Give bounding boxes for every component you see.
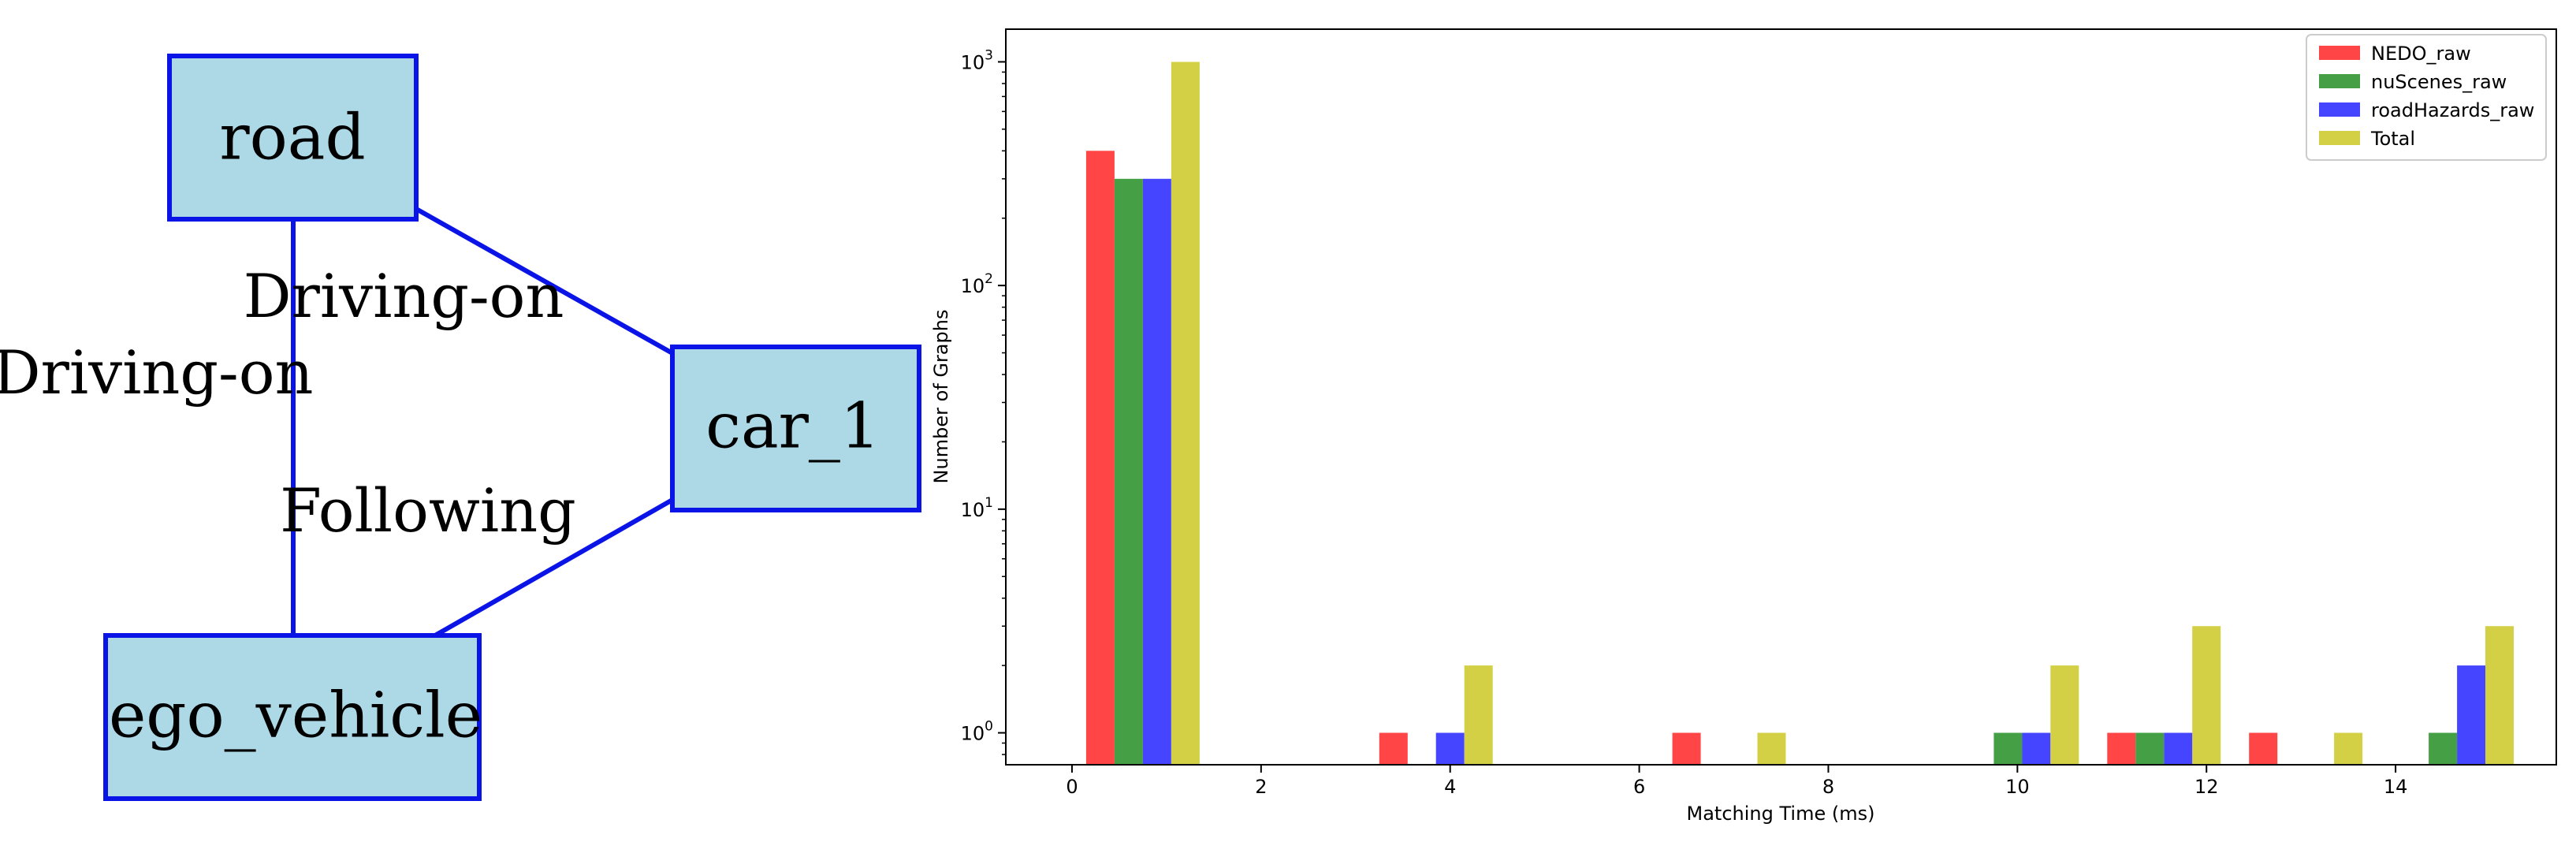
legend-entry-roadhazards_raw: roadHazards_raw bbox=[2319, 99, 2534, 121]
legend-entry-nedo_raw: NEDO_raw bbox=[2319, 43, 2471, 65]
node-ego_vehicle-label: ego_vehicle bbox=[109, 679, 482, 752]
legend-label: NEDO_raw bbox=[2371, 43, 2471, 65]
edge-label-road-car_1: Driving-on bbox=[244, 261, 564, 331]
bar-nuscenes-raw-2 bbox=[2135, 732, 2165, 765]
matching-time-histogram: 100 101 102 103 0 2 4 6 8 10 12 14 Matching Time (… bbox=[930, 28, 2557, 825]
edge-road-car_1 bbox=[415, 207, 674, 356]
node-car_1: car_1 bbox=[670, 345, 921, 512]
bar-nuscenes-raw-3 bbox=[2429, 732, 2458, 765]
x-tick-label: 2 bbox=[1255, 776, 1267, 798]
plot-frame bbox=[1005, 28, 2557, 766]
node-road: road bbox=[167, 54, 419, 222]
y-tick-label: 101 bbox=[961, 495, 993, 521]
bar-roadhazards-raw-4 bbox=[2457, 665, 2486, 765]
bar-total-3 bbox=[2050, 665, 2079, 765]
y-axis-label: Number of Graphs bbox=[930, 310, 952, 484]
legend-label: nuScenes_raw bbox=[2371, 71, 2507, 93]
scene-graph-diagram: road car_1 ego_vehicle Driving-on Drivin… bbox=[0, 54, 921, 801]
x-tick-label: 12 bbox=[2194, 776, 2219, 798]
bar-nedo-raw-4 bbox=[2249, 732, 2278, 765]
bar-total-5 bbox=[2334, 732, 2363, 765]
bar-total-1 bbox=[1464, 665, 1493, 765]
bar-total-2 bbox=[1757, 732, 1786, 765]
edge-label-road-ego_vehicle: Driving-on bbox=[0, 337, 313, 408]
x-tick-label: 14 bbox=[2384, 776, 2408, 798]
y-tick-label: 100 bbox=[961, 719, 993, 745]
bar-total-4 bbox=[2192, 626, 2221, 765]
legend-frame bbox=[2306, 34, 2547, 161]
edge-label-ego_vehicle-car_1: Following bbox=[280, 475, 576, 546]
legend-entry-nuscenes_raw: nuScenes_raw bbox=[2319, 71, 2507, 93]
y-tick-label: 102 bbox=[961, 271, 993, 297]
edge-ego_vehicle-car_1 bbox=[434, 497, 674, 638]
legend-swatch bbox=[2319, 46, 2360, 60]
bar-total-6 bbox=[2485, 626, 2514, 765]
bar-roadhazards-raw-2 bbox=[2022, 732, 2051, 765]
x-tick-label: 8 bbox=[1822, 776, 1834, 798]
bar-nedo-raw-3 bbox=[2107, 732, 2136, 765]
legend-swatch bbox=[2319, 74, 2360, 88]
node-road-label: road bbox=[219, 101, 365, 174]
bar-nuscenes-raw-0 bbox=[1114, 178, 1143, 766]
node-car_1-label: car_1 bbox=[705, 389, 880, 463]
legend-label: roadHazards_raw bbox=[2371, 99, 2534, 121]
y-axis-ticks: 100 101 102 103 bbox=[961, 47, 1006, 755]
chart-legend: NEDO_raw nuScenes_raw roadHazards_raw To… bbox=[2306, 34, 2547, 161]
x-tick-label: 10 bbox=[2005, 776, 2030, 798]
legend-entry-total: Total bbox=[2319, 128, 2415, 150]
x-tick-label: 0 bbox=[1066, 776, 1078, 798]
bars-layer bbox=[1085, 61, 2514, 766]
bar-roadhazards-raw-1 bbox=[1435, 732, 1465, 765]
x-axis-ticks: 0 2 4 6 8 10 12 14 bbox=[1066, 765, 2407, 798]
bar-nuscenes-raw-1 bbox=[1993, 732, 2023, 765]
legend-label: Total bbox=[2370, 128, 2415, 150]
bar-roadhazards-raw-3 bbox=[2164, 732, 2193, 765]
bar-total-0 bbox=[1171, 61, 1200, 765]
x-tick-label: 4 bbox=[1444, 776, 1456, 798]
bar-nedo-raw-1 bbox=[1379, 732, 1408, 765]
bar-nedo-raw-0 bbox=[1085, 151, 1115, 766]
legend-swatch bbox=[2319, 102, 2360, 117]
node-ego_vehicle: ego_vehicle bbox=[103, 633, 482, 801]
bar-roadhazards-raw-0 bbox=[1142, 178, 1171, 766]
x-tick-label: 6 bbox=[1633, 776, 1645, 798]
y-tick-label: 103 bbox=[961, 47, 993, 73]
x-axis-label: Matching Time (ms) bbox=[1687, 803, 1875, 825]
bar-nedo-raw-2 bbox=[1672, 732, 1701, 765]
legend-swatch bbox=[2319, 131, 2360, 145]
